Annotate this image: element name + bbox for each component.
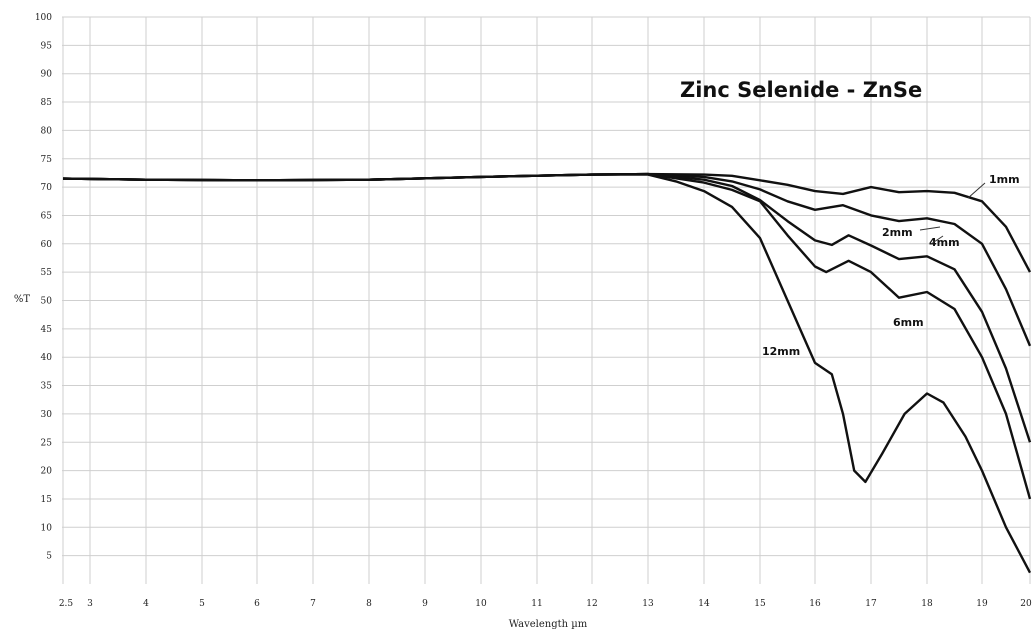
x-tick-label: 18	[921, 599, 933, 609]
x-tick-label: 2.5	[59, 599, 74, 609]
x-tick-label: 4	[143, 599, 149, 609]
series-line-2mm	[62, 172, 1032, 347]
series-labels: 1mm 2mm 4mm 6mm 12mm	[762, 173, 1020, 358]
x-tick-label: 8	[366, 599, 372, 609]
x-tick-label: 19	[976, 599, 988, 609]
series-line-1mm	[62, 172, 1032, 273]
x-tick-label: 16	[809, 599, 821, 609]
grid	[62, 16, 1031, 584]
series-line-12mm	[62, 173, 1032, 574]
y-tick-label: 65	[41, 211, 53, 221]
x-axis-ticks: 2.5 3 4 5 6 7 8 9 10 11 12 13 14 15 16 17 18 19 20	[59, 599, 1032, 609]
series-label-1mm: 1mm	[989, 173, 1020, 186]
y-tick-label: 95	[41, 41, 53, 51]
x-axis-label: Wavelength µm	[509, 619, 588, 630]
y-tick-label: 5	[46, 552, 52, 562]
y-tick-label: 75	[41, 155, 53, 165]
x-tick-label: 9	[422, 599, 428, 609]
label-leader-2mm	[919, 226, 941, 231]
series-label-12mm: 12mm	[762, 345, 800, 358]
y-tick-label: 60	[41, 240, 53, 250]
x-tick-label: 14	[698, 599, 710, 609]
y-tick-label: 45	[41, 325, 53, 335]
x-tick-label: 15	[754, 599, 766, 609]
y-tick-label: 85	[41, 98, 53, 108]
y-tick-label: 40	[41, 353, 53, 363]
y-tick-label: 90	[41, 70, 53, 80]
y-tick-label: 35	[41, 382, 53, 392]
x-tick-label: 3	[87, 599, 93, 609]
label-leader-1mm	[967, 182, 986, 199]
y-axis-label: %T	[14, 294, 31, 305]
series-line-4mm	[62, 172, 1032, 443]
y-tick-label: 25	[41, 438, 53, 448]
y-tick-label: 80	[41, 126, 53, 136]
y-axis-ticks: 5 10 15 20 25 30 35 40 45 50 55 60 65 70 75 80 85 90 95 100	[35, 13, 52, 562]
label-leader-4mm	[930, 235, 944, 245]
y-tick-label: 70	[41, 183, 53, 193]
x-tick-label: 12	[586, 599, 597, 609]
x-tick-label: 7	[310, 599, 316, 609]
y-tick-label: 50	[41, 297, 53, 307]
x-tick-label: 13	[642, 599, 654, 609]
series-curves	[62, 172, 1032, 574]
x-tick-label: 20	[1020, 599, 1032, 609]
y-tick-label: 15	[41, 495, 53, 505]
y-tick-label: 30	[41, 410, 53, 420]
x-tick-label: 5	[199, 599, 205, 609]
series-label-4mm: 4mm	[929, 236, 960, 249]
x-tick-label: 10	[475, 599, 487, 609]
y-tick-label: 20	[41, 467, 53, 477]
series-label-2mm: 2mm	[882, 226, 913, 239]
y-tick-label: 100	[35, 13, 52, 23]
chart-title: Zinc Selenide - ZnSe	[680, 78, 922, 102]
x-tick-label: 6	[254, 599, 260, 609]
series-label-6mm: 6mm	[893, 316, 924, 329]
x-tick-label: 17	[865, 599, 877, 609]
y-tick-label: 55	[41, 268, 53, 278]
y-tick-label: 10	[41, 523, 53, 533]
x-tick-label: 11	[531, 599, 542, 609]
